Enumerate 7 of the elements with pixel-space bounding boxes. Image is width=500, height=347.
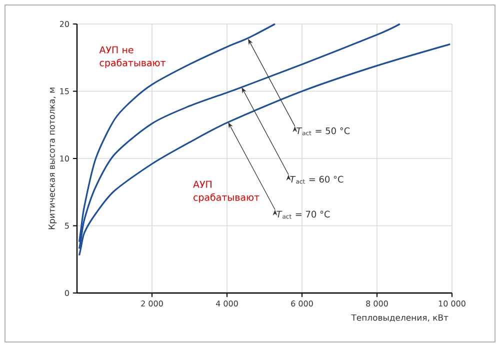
annotation: АУП срабатывают — [193, 180, 260, 203]
annotation: АУП не срабатывают — [99, 46, 166, 68]
annotation: T$_{act}$ = 60 °C — [290, 176, 344, 184]
annotation: T$_{act}$ = 50 °C — [296, 127, 350, 136]
x-axis-title: Тепловыделения, кВт — [351, 314, 448, 322]
y-axis-title: Критическая высота потолка, м — [48, 88, 56, 230]
annotation: T$_{act}$ = 70 °C — [276, 210, 330, 219]
